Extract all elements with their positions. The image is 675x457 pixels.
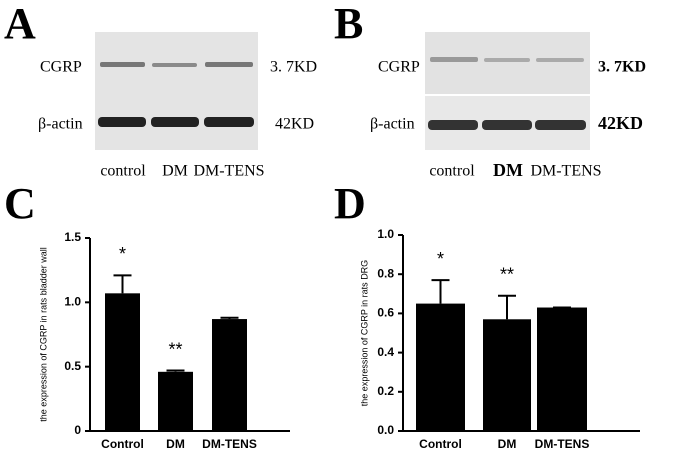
- y-axis-label: the expression of CGRP in rats DRG: [359, 260, 369, 406]
- blot-b: CGRP β-actin 3. 7KD 42KD control DM DM-T…: [370, 32, 646, 180]
- band: [100, 62, 145, 67]
- blot-a: CGRP β-actin 3. 7KD 42KD control DM DM-T…: [38, 32, 317, 180]
- x-tick-label: DM: [498, 437, 517, 451]
- band: [484, 58, 530, 62]
- y-axis-label: the expression of CGRP in rats bladder w…: [38, 247, 48, 421]
- y-tick-label: 0.4: [377, 345, 394, 359]
- x-tick-label: Control: [419, 437, 462, 451]
- y-tick-label: 1.5: [64, 230, 81, 244]
- band: [535, 120, 586, 130]
- panel-letter: C: [4, 179, 36, 228]
- y-tick-label: 0.5: [64, 359, 81, 373]
- significance: **: [168, 339, 182, 359]
- band: [152, 63, 197, 67]
- bar: [105, 293, 140, 431]
- y-tick-label: 0: [74, 423, 81, 437]
- panel-letter: A: [4, 0, 36, 48]
- lane-label: control: [100, 163, 146, 180]
- bar: [483, 319, 531, 431]
- size-label: 42KD: [275, 116, 314, 133]
- band: [430, 57, 478, 62]
- size-label: 3. 7KD: [598, 59, 646, 76]
- x-tick-label: DM-TENS: [535, 437, 590, 451]
- x-tick-label: DM-TENS: [202, 437, 257, 451]
- y-tick-label: 0.8: [377, 266, 394, 280]
- x-tick-label: DM: [166, 437, 185, 451]
- band: [536, 58, 584, 62]
- row-label: CGRP: [378, 59, 420, 76]
- row-label: β-actin: [38, 116, 83, 133]
- lane-label: DM-TENS: [193, 163, 264, 180]
- panel-letter: B: [334, 0, 363, 48]
- size-label: 42KD: [598, 113, 643, 133]
- significance: *: [119, 244, 126, 264]
- blot-membrane: [425, 32, 590, 94]
- significance: *: [437, 249, 444, 269]
- x-tick-label: Control: [101, 437, 144, 451]
- y-tick-label: 0.0: [377, 423, 394, 437]
- y-tick-label: 0.6: [377, 306, 394, 320]
- significance: **: [500, 265, 514, 285]
- bar: [537, 307, 587, 431]
- band: [151, 117, 199, 127]
- y-tick-label: 1.0: [64, 295, 81, 309]
- bar: [158, 371, 193, 431]
- y-tick-label: 1.0: [377, 227, 394, 241]
- y-tick-label: 0.2: [377, 384, 394, 398]
- row-label: β-actin: [370, 116, 415, 133]
- band: [482, 120, 532, 130]
- blot-membrane: [95, 32, 258, 150]
- panel-letter: D: [334, 179, 366, 228]
- band: [98, 117, 146, 127]
- band: [204, 117, 254, 127]
- bar: [212, 319, 247, 431]
- lane-label: control: [429, 163, 475, 180]
- lane-label: DM-TENS: [530, 163, 601, 180]
- lane-label: DM: [493, 160, 523, 180]
- row-label: CGRP: [40, 59, 82, 76]
- band: [428, 120, 478, 130]
- bar: [416, 303, 465, 431]
- lane-label: DM: [162, 163, 188, 180]
- band: [205, 62, 253, 67]
- size-label: 3. 7KD: [270, 59, 317, 76]
